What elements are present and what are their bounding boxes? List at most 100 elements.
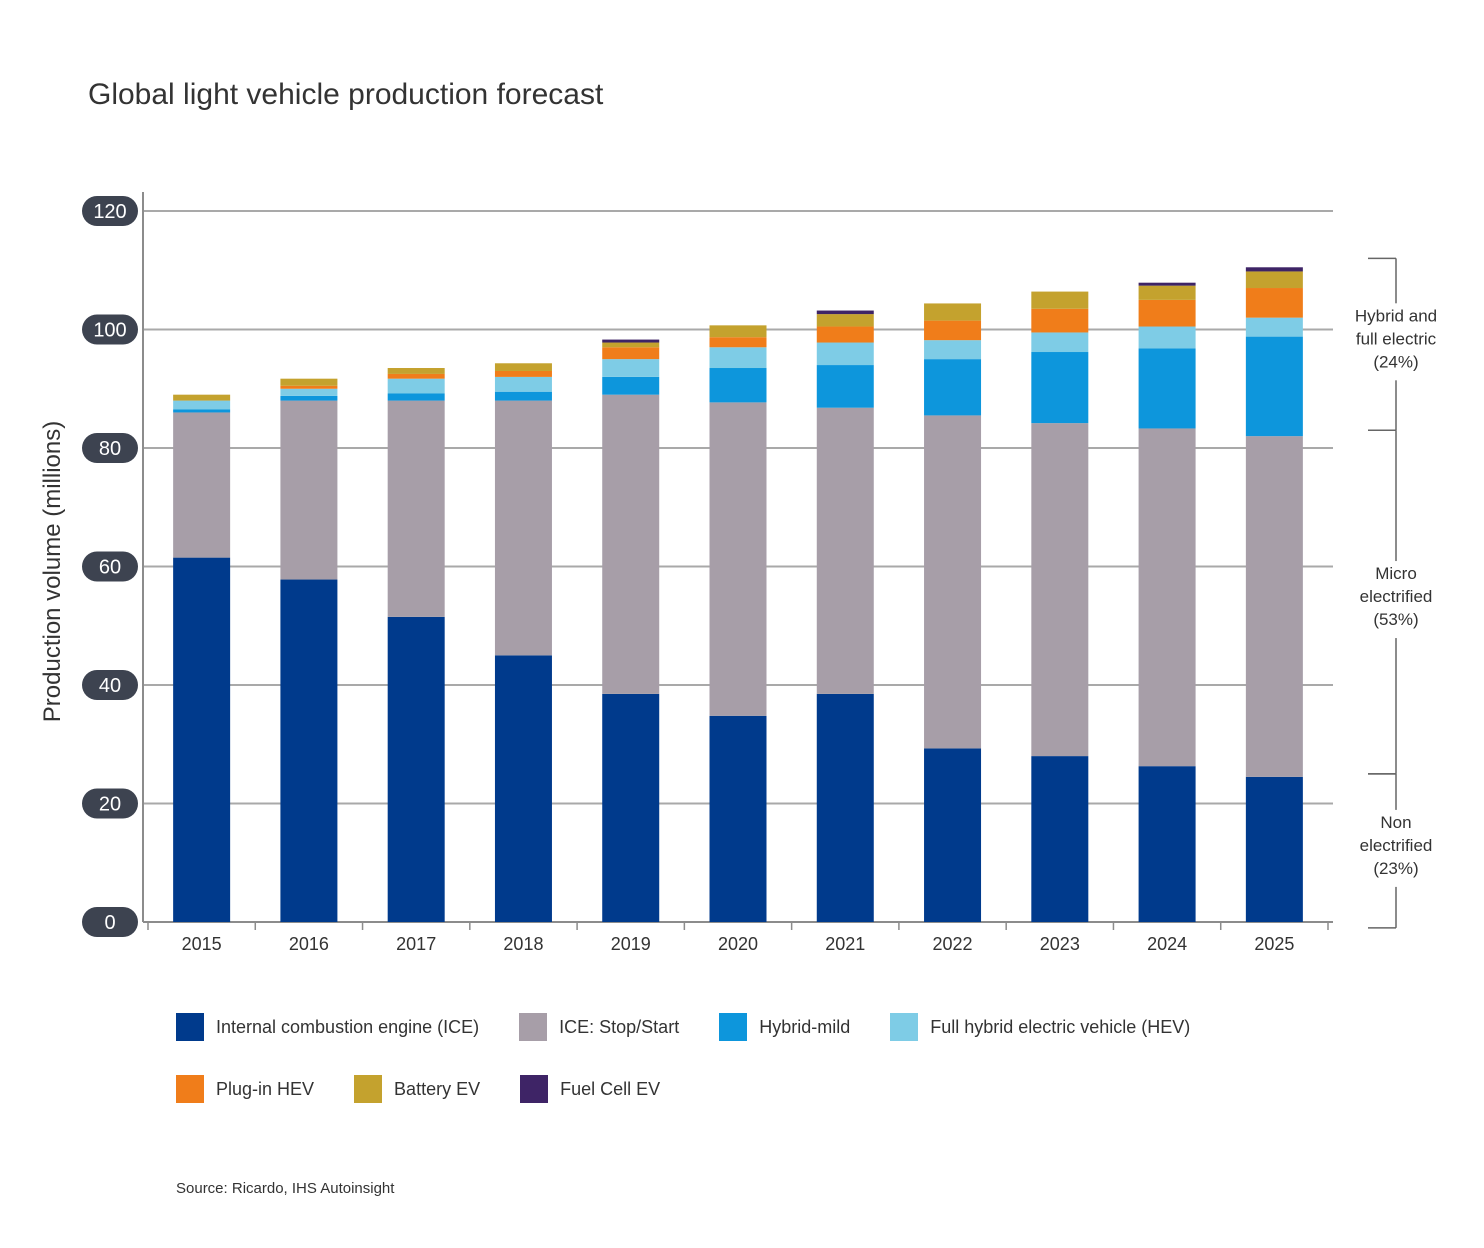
- bar-2016-series-3: [280, 388, 338, 396]
- bar-2020-series-1: [709, 402, 767, 716]
- bar-2025-series-1: [1245, 436, 1303, 777]
- legend-swatch-bev: [354, 1075, 383, 1103]
- legend-label-hybrid-mild: Hybrid-mild: [759, 1016, 851, 1037]
- bar-2021-series-0: [816, 693, 874, 922]
- y-tick-label-100: 100: [93, 320, 126, 342]
- bar-2018-series-3: [494, 376, 552, 392]
- legend-label-bev: Battery EV: [394, 1078, 481, 1099]
- x-tick-label-2018: 2018: [503, 934, 543, 954]
- bar-2020-series-4: [709, 337, 767, 348]
- bar-2018-series-5: [494, 363, 552, 371]
- bar-2021-series-3: [816, 342, 874, 366]
- bar-2021-series-2: [816, 365, 874, 408]
- bar-2022-series-4: [924, 320, 982, 341]
- bar-2017-series-0: [387, 616, 445, 922]
- legend-swatch-fcev: [520, 1075, 549, 1103]
- legend-item-phev: Plug-in HEV: [176, 1075, 314, 1103]
- bar-2019-series-5: [602, 342, 660, 348]
- bar-2024-series-5: [1138, 285, 1196, 300]
- bar-2025-series-6: [1245, 267, 1303, 272]
- bar-2015-series-3: [173, 400, 231, 410]
- x-tick-label-2025: 2025: [1254, 934, 1294, 954]
- legend-row-1: Internal combustion engine (ICE) ICE: St…: [176, 1010, 1326, 1044]
- legend-label-ice: Internal combustion engine (ICE): [216, 1016, 480, 1037]
- bar-2019-series-0: [602, 693, 660, 922]
- y-tick-label-60: 60: [99, 557, 121, 579]
- bar-2018-series-0: [494, 655, 552, 922]
- x-tick-label-2015: 2015: [182, 934, 222, 954]
- bracket-label-bg-2: [1344, 809, 1448, 887]
- bar-2021-series-1: [816, 407, 874, 694]
- x-tick-label-2022: 2022: [933, 934, 973, 954]
- y-tick-label-0: 0: [104, 912, 115, 934]
- bar-2019-series-1: [602, 394, 660, 694]
- y-tick-pill-40: [82, 670, 138, 700]
- x-tick-label-2019: 2019: [611, 934, 651, 954]
- y-tick-pill-0: [82, 907, 138, 937]
- y-tick-pill-80: [82, 433, 138, 463]
- chart-plot: 0 20 40 60 80 100 120 Production volume (millio…: [39, 192, 1448, 954]
- legend-item-hev: Full hybrid electric vehicle (HEV): [890, 1013, 1190, 1041]
- y-tick-pill-20: [82, 788, 138, 819]
- bar-2017-series-5: [387, 368, 445, 374]
- y-tick-label-80: 80: [99, 438, 121, 460]
- legend-item-stop-start: ICE: Stop/Start: [519, 1013, 679, 1041]
- bracket-label-1-line-0: Micro: [1375, 564, 1417, 583]
- y-axis-label: Production volume (millions): [39, 421, 66, 722]
- bar-2020-series-2: [709, 368, 767, 403]
- x-tick-label-2016: 2016: [289, 934, 329, 954]
- bracket-label-0-line-1: full electric: [1356, 329, 1437, 348]
- legend-swatch-phev: [176, 1075, 204, 1103]
- bracket-label-2-line-2: (23%): [1373, 859, 1418, 878]
- bar-2022-series-1: [924, 415, 982, 749]
- y-tick-label-20: 20: [99, 794, 121, 816]
- bracket-label-bg-1: [1344, 561, 1448, 639]
- chart-legend: Internal combustion engine (ICE) ICE: St…: [176, 1010, 1326, 1134]
- legend-swatch-hev: [890, 1013, 919, 1041]
- legend-item-fcev: Fuel Cell EV: [520, 1075, 660, 1103]
- legend-label-phev: Plug-in HEV: [216, 1078, 315, 1099]
- y-tick-label-120: 120: [93, 201, 126, 223]
- x-tick-label-2024: 2024: [1147, 934, 1187, 954]
- bar-2017-series-2: [387, 393, 445, 401]
- bar-2023-series-5: [1031, 291, 1089, 309]
- x-tick-label-2020: 2020: [718, 934, 758, 954]
- bar-2023-series-0: [1031, 756, 1089, 922]
- y-tick-pill-120: [82, 196, 138, 226]
- bar-2017-series-4: [387, 373, 445, 379]
- x-tick-label-2021: 2021: [825, 934, 865, 954]
- bracket-label-bg-0: [1344, 303, 1448, 381]
- bar-2015-series-0: [173, 557, 231, 922]
- bracket-label-0-line-0: Hybrid and: [1355, 306, 1437, 325]
- bar-2019-series-3: [602, 359, 660, 377]
- bar-2019-series-4: [602, 347, 660, 360]
- bar-2016-series-5: [280, 378, 338, 386]
- legend-swatch-ice: [176, 1013, 204, 1041]
- bar-2023-series-1: [1031, 423, 1089, 757]
- legend-label-hev: Full hybrid electric vehicle (HEV): [930, 1016, 1191, 1037]
- bar-2022-series-0: [924, 748, 982, 922]
- bar-2025-series-0: [1245, 776, 1303, 922]
- bar-2016-series-2: [280, 395, 338, 401]
- bar-2024-series-0: [1138, 766, 1196, 922]
- bar-2024-series-1: [1138, 428, 1196, 767]
- chart-title: Global light vehicle production forecast: [88, 78, 604, 111]
- bar-2024-series-3: [1138, 326, 1196, 349]
- x-tick-label-2017: 2017: [396, 934, 436, 954]
- bar-2023-series-3: [1031, 332, 1089, 353]
- legend-label-stop-start: ICE: Stop/Start: [559, 1016, 680, 1037]
- bar-2025-series-5: [1245, 271, 1303, 289]
- source-note: Source: Ricardo, IHS Autoinsight: [176, 1180, 395, 1197]
- bar-2015-series-1: [173, 412, 231, 558]
- legend-label-fcev: Fuel Cell EV: [560, 1078, 661, 1099]
- bar-2020-series-0: [709, 715, 767, 922]
- bar-2017-series-3: [387, 378, 445, 394]
- bar-2018-series-1: [494, 400, 552, 656]
- bar-2018-series-4: [494, 370, 552, 377]
- bar-2021-series-4: [816, 326, 874, 343]
- legend-item-ice: Internal combustion engine (ICE): [176, 1013, 479, 1041]
- bar-2015-series-5: [173, 394, 231, 401]
- bar-2024-series-6: [1138, 282, 1196, 286]
- bracket-label-1-line-1: electrified: [1360, 587, 1433, 606]
- legend-swatch-stop-start: [519, 1013, 548, 1041]
